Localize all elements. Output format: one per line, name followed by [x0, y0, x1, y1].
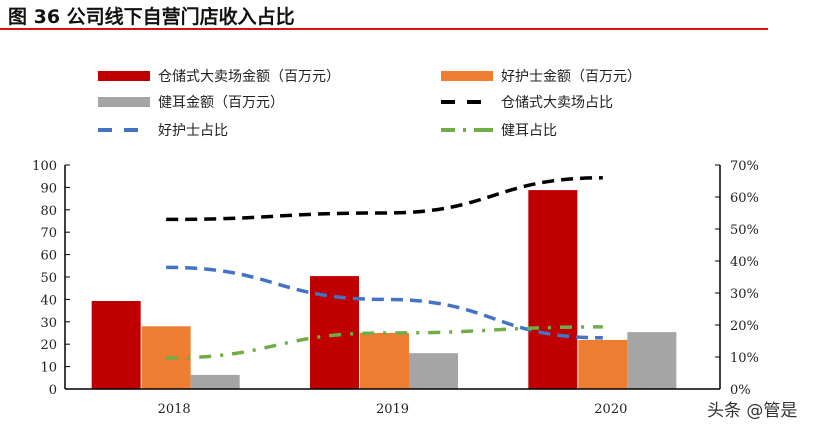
- left-tick-label: 0: [49, 383, 57, 398]
- left-tick-label: 100: [32, 159, 57, 174]
- left-tick-label: 10: [40, 361, 57, 376]
- legend-label: 好护士占比: [158, 123, 228, 139]
- right-tick-label: 40%: [730, 255, 759, 270]
- title-divider: [0, 28, 768, 30]
- legend-item: 好护士金额（百万元）: [441, 66, 641, 86]
- left-tick-label: 20: [40, 338, 57, 353]
- right-tick-label: 50%: [730, 223, 759, 238]
- right-tick-label: 60%: [730, 191, 759, 206]
- bar-2019-2: [409, 353, 458, 389]
- legend-item: 仓储式大卖场占比: [441, 92, 613, 112]
- legend-label: 好护士金额（百万元）: [501, 69, 641, 85]
- legend-label: 健耳金额（百万元）: [158, 95, 284, 111]
- legend-label: 仓储式大卖场占比: [501, 95, 613, 111]
- left-tick-label: 50: [40, 271, 57, 286]
- bar-2018-2: [190, 374, 240, 389]
- legend-item: 健耳金额（百万元）: [98, 92, 284, 112]
- left-tick-label: 40: [40, 293, 57, 308]
- line-series-0: [166, 176, 603, 222]
- left-tick-label: 70: [40, 226, 57, 241]
- bar-2019-1: [360, 333, 409, 389]
- legend-item: 好护士占比: [98, 120, 228, 140]
- bar-2018-0: [91, 300, 141, 389]
- left-tick-label: 80: [40, 204, 57, 219]
- legend-label: 仓储式大卖场金额（百万元）: [158, 69, 340, 85]
- legend-swatch: [98, 71, 150, 81]
- left-tick-label: 30: [40, 316, 57, 331]
- legend-label: 健耳占比: [501, 123, 557, 139]
- left-tick-label: 90: [40, 181, 57, 196]
- left-tick-label: 60: [40, 249, 57, 264]
- right-tick-label: 70%: [730, 159, 759, 174]
- legend-swatch: [441, 100, 493, 104]
- x-tick-label: 2018: [158, 402, 191, 417]
- right-tick-label: 0%: [730, 383, 751, 398]
- right-tick-label: 20%: [730, 319, 759, 334]
- right-tick-label: 30%: [730, 287, 759, 302]
- x-tick-label: 2019: [376, 402, 409, 417]
- legend-swatch: [98, 128, 150, 132]
- bar-2020-1: [578, 339, 628, 389]
- legend-swatch: [98, 97, 150, 107]
- chart-title: 图 36 公司线下自营门店收入占比: [8, 6, 295, 28]
- legend-item: 仓储式大卖场金额（百万元）: [98, 66, 340, 86]
- line-series-2: [166, 325, 603, 360]
- legend-swatch: [441, 71, 493, 81]
- watermark: 头条 @管是: [707, 401, 798, 421]
- legend-swatch: [441, 128, 493, 132]
- x-tick-label: 2020: [594, 402, 627, 417]
- bar-2020-2: [627, 332, 677, 389]
- bar-2020-0: [528, 190, 578, 389]
- right-tick-label: 10%: [730, 351, 759, 366]
- legend-item: 健耳占比: [441, 120, 557, 140]
